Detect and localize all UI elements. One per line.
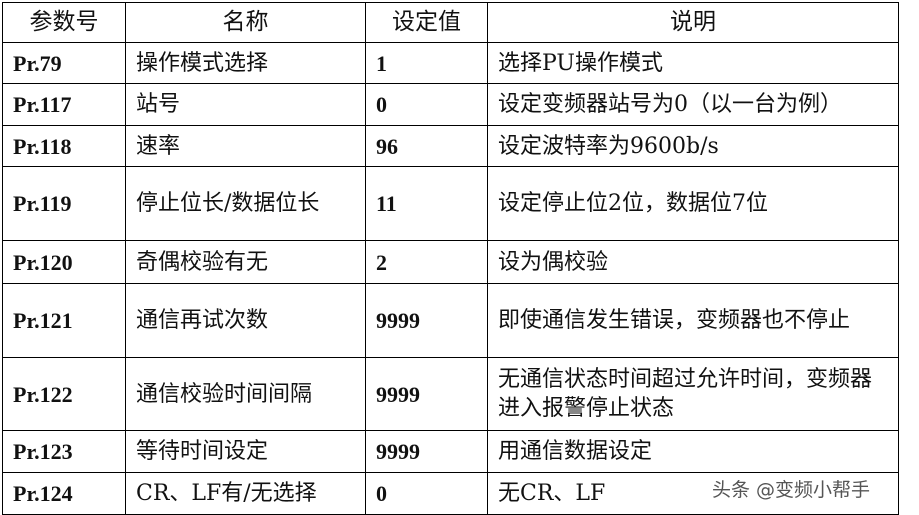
desc-cell: 设定变频器站号为0（以一台为例） xyxy=(487,83,899,126)
param-cell: Pr.79 xyxy=(2,42,126,84)
header-param: 参数号 xyxy=(2,2,126,43)
name-cell: 通信再试次数 xyxy=(125,283,366,358)
param-cell: Pr.117 xyxy=(2,83,126,126)
value-cell: 1 xyxy=(365,42,488,84)
table-row: Pr.79 操作模式选择 1 选择PU操作模式 xyxy=(2,42,899,84)
param-cell: Pr.122 xyxy=(2,357,126,431)
desc-cell: 设为偶校验 xyxy=(487,240,899,284)
param-cell: Pr.123 xyxy=(2,430,126,473)
table-row: Pr.118 速率 96 设定波特率为9600b/s xyxy=(2,125,899,167)
desc-cell: 设定停止位2位，数据位7位 xyxy=(487,166,899,241)
value-cell: 11 xyxy=(365,166,488,241)
value-cell: 2 xyxy=(365,240,488,284)
value-cell: 0 xyxy=(365,472,488,515)
name-cell: 等待时间设定 xyxy=(125,430,366,473)
name-cell: 通信校验时间间隔 xyxy=(125,357,366,431)
param-cell: Pr.119 xyxy=(2,166,126,241)
value-cell: 9999 xyxy=(365,357,488,431)
name-cell: 站号 xyxy=(125,83,366,126)
watermark: 头条 @变频小帮手 xyxy=(712,479,871,501)
value-cell: 96 xyxy=(365,125,488,167)
desc-cell: 无通信状态时间超过允许时间，变频器进入报警停止状态 xyxy=(487,357,899,431)
name-cell: CR、LF有/无选择 xyxy=(125,472,366,515)
desc-cell: 设定波特率为9600b/s xyxy=(487,125,899,167)
desc-cell: 选择PU操作模式 xyxy=(487,42,899,84)
table-row: Pr.117 站号 0 设定变频器站号为0（以一台为例） xyxy=(2,83,899,126)
header-row: 参数号 名称 设定值 说明 xyxy=(2,2,899,43)
name-cell: 速率 xyxy=(125,125,366,167)
header-desc: 说明 xyxy=(487,2,899,43)
header-name: 名称 xyxy=(125,2,366,43)
param-cell: Pr.124 xyxy=(2,472,126,515)
header-value: 设定值 xyxy=(365,2,488,43)
value-cell: 0 xyxy=(365,83,488,126)
param-cell: Pr.118 xyxy=(2,125,126,167)
table-row: Pr.123 等待时间设定 9999 用通信数据设定 xyxy=(2,430,899,473)
desc-cell: 用通信数据设定 xyxy=(487,430,899,473)
table-row: Pr.124 CR、LF有/无选择 0 无CR、LF xyxy=(2,472,899,515)
value-cell: 9999 xyxy=(365,430,488,473)
table-row: Pr.119 停止位长/数据位长 11 设定停止位2位，数据位7位 xyxy=(2,166,899,241)
param-cell: Pr.121 xyxy=(2,283,126,358)
name-cell: 奇偶校验有无 xyxy=(125,240,366,284)
value-cell: 9999 xyxy=(365,283,488,358)
param-cell: Pr.120 xyxy=(2,240,126,284)
table-row: Pr.122 通信校验时间间隔 9999 无通信状态时间超过允许时间，变频器进入报警停… xyxy=(2,357,899,431)
table-row: Pr.121 通信再试次数 9999 即使通信发生错误，变频器也不停止 xyxy=(2,283,899,358)
parameter-table: 参数号 名称 设定值 说明 Pr.79 操作模式选择 1 选择PU操作模式 Pr.117… xyxy=(2,2,899,515)
name-cell: 停止位长/数据位长 xyxy=(125,166,366,241)
desc-cell: 即使通信发生错误，变频器也不停止 xyxy=(487,283,899,358)
name-cell: 操作模式选择 xyxy=(125,42,366,84)
table-row: Pr.120 奇偶校验有无 2 设为偶校验 xyxy=(2,240,899,284)
